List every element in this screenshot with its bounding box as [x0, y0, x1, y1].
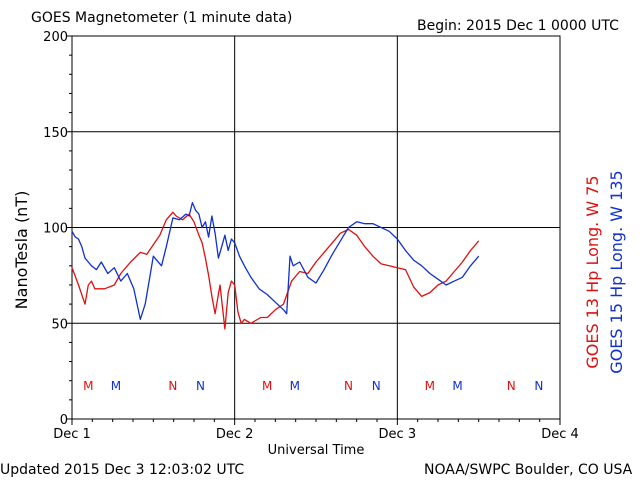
y-axis-label: NanoTesla (nT): [12, 191, 31, 310]
marker-n-goes13: N: [344, 379, 353, 393]
x-axis-label: Universal Time: [268, 443, 365, 458]
y-tick-label: 0: [60, 413, 68, 428]
marker-m-goes15: M: [111, 379, 121, 393]
marker-m-goes13: M: [83, 379, 93, 393]
marker-m-goes13: M: [425, 379, 435, 393]
marker-n-goes15: N: [372, 379, 381, 393]
marker-labels: M M MN N NM M MN N N: [83, 379, 543, 393]
legend-goes15: GOES 15 Hp Long. W 135: [607, 170, 626, 373]
plot-area: M M MN N NM M MN N N: [71, 35, 561, 420]
x-tick-label: Dec 4: [541, 427, 579, 442]
grid-lines: [72, 36, 560, 419]
series-goes15: [71, 201, 480, 321]
series-line: [71, 201, 480, 321]
chart-title: GOES Magnetometer (1 minute data): [31, 10, 292, 26]
legend-goes13: GOES 13 Hp Long. W 75: [583, 175, 602, 368]
marker-n-goes13: N: [168, 379, 177, 393]
y-tick-label: 150: [43, 126, 68, 141]
y-axis-ticks: 0 50 100 150 200: [43, 30, 72, 428]
y-tick-label: 200: [43, 30, 68, 45]
series-line: [71, 211, 480, 330]
x-tick-label: Dec 2: [216, 427, 254, 442]
x-axis-ticks: Dec 1 Dec 2 Dec 3 Dec 4: [53, 419, 579, 442]
updated-timestamp: Updated 2015 Dec 3 12:03:02 UTC: [0, 462, 244, 478]
marker-n-goes15: N: [534, 379, 543, 393]
y-tick-label: 100: [43, 222, 68, 237]
begin-date: Begin: 2015 Dec 1 0000 UTC: [417, 18, 619, 34]
credit-text: NOAA/SWPC Boulder, CO USA: [424, 462, 633, 478]
marker-m-goes15: M: [290, 379, 300, 393]
series-goes13: [71, 211, 480, 330]
x-tick-label: Dec 1: [53, 427, 91, 442]
marker-m-goes13: M: [262, 379, 272, 393]
x-tick-label: Dec 3: [379, 427, 417, 442]
marker-n-goes15: N: [196, 379, 205, 393]
y-tick-label: 50: [51, 317, 68, 332]
marker-n-goes13: N: [507, 379, 516, 393]
marker-m-goes15: M: [452, 379, 462, 393]
